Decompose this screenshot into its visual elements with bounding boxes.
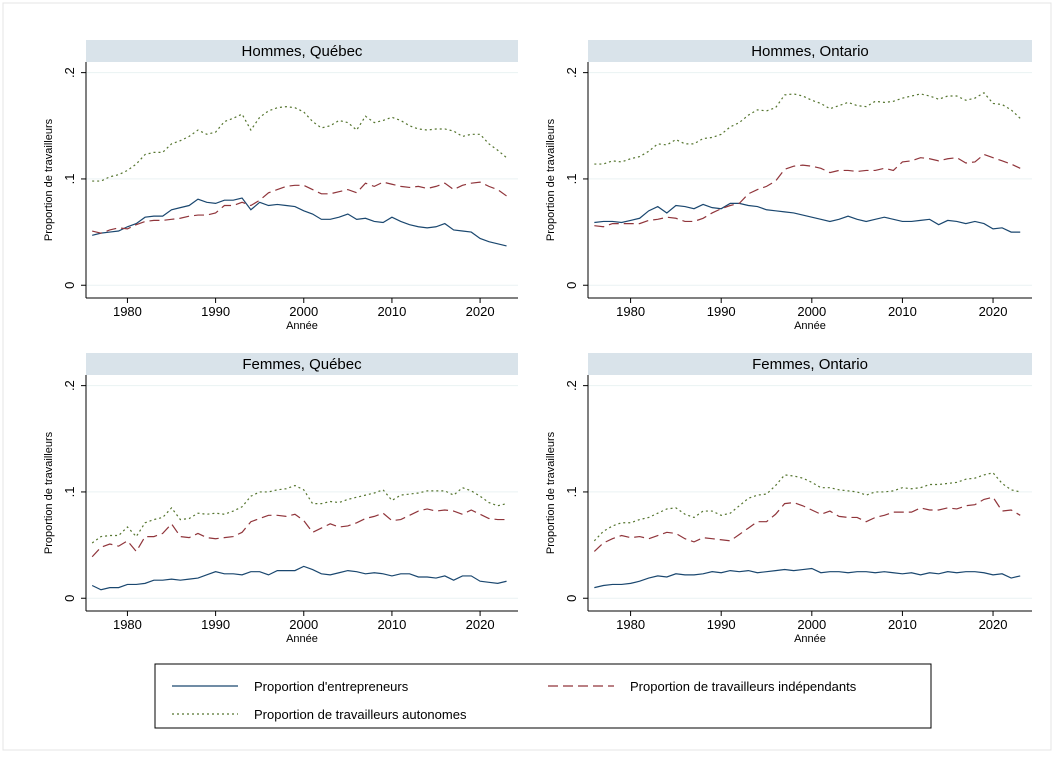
x-tick-label: 1990 [201, 304, 230, 319]
y-tick-label: .1 [564, 487, 579, 498]
x-axis-label: Année [286, 633, 318, 645]
y-tick-label: .1 [62, 174, 77, 185]
x-tick-label: 1980 [616, 617, 645, 632]
panel-header [86, 353, 518, 375]
x-tick-label: 1990 [707, 304, 736, 319]
panel-header [86, 40, 518, 62]
panel-title: Femmes, Québec [242, 356, 362, 373]
x-tick-label: 2000 [797, 304, 826, 319]
y-tick-label: 0 [564, 595, 579, 602]
x-tick-label: 2010 [888, 617, 917, 632]
x-tick-label: 2020 [466, 304, 495, 319]
y-tick-label: 0 [62, 595, 77, 602]
legend-label: Proportion de travailleurs indépendants [630, 679, 857, 694]
series-line [92, 106, 507, 182]
x-tick-label: 2020 [979, 304, 1008, 319]
panel-title: Hommes, Québec [242, 43, 363, 60]
plot-area [588, 62, 1032, 298]
x-tick-label: 2010 [888, 304, 917, 319]
series-line [594, 153, 1021, 228]
series-line [594, 567, 1021, 589]
series-line [594, 202, 1021, 233]
x-tick-label: 2000 [289, 304, 318, 319]
y-tick-label: .2 [62, 380, 77, 391]
x-tick-label: 1980 [616, 304, 645, 319]
x-tick-label: 2020 [466, 617, 495, 632]
x-tick-label: 1990 [707, 617, 736, 632]
x-tick-label: 2020 [979, 617, 1008, 632]
x-tick-label: 1980 [113, 304, 142, 319]
x-tick-label: 2010 [377, 617, 406, 632]
y-axis-label: Proportion de travailleurs [43, 118, 55, 241]
y-tick-label: .2 [564, 67, 579, 78]
panel-title: Femmes, Ontario [752, 356, 868, 373]
panel-header [588, 40, 1032, 62]
y-axis-label: Proportion de travailleurs [545, 431, 557, 554]
x-axis-label: Année [286, 320, 318, 332]
legend-label: Proportion d'entrepreneurs [254, 679, 409, 694]
x-tick-label: 1980 [113, 617, 142, 632]
legend-box [154, 663, 932, 729]
x-tick-label: 1990 [201, 617, 230, 632]
plot-area [86, 375, 518, 611]
y-tick-label: .2 [564, 380, 579, 391]
x-tick-label: 2000 [797, 617, 826, 632]
series-line [594, 92, 1021, 165]
series-line [91, 484, 507, 544]
x-axis-label: Année [794, 633, 826, 645]
series-line [92, 197, 507, 247]
series-line [91, 565, 507, 591]
series-line [91, 508, 507, 558]
panel-title: Hommes, Ontario [751, 43, 869, 60]
y-tick-label: .1 [62, 487, 77, 498]
plot-area [588, 375, 1032, 611]
x-axis-label: Année [794, 320, 826, 332]
y-tick-label: 0 [62, 282, 77, 289]
panel-header [588, 353, 1032, 375]
legend-label: Proportion de travailleurs autonomes [254, 707, 467, 722]
x-tick-label: 2000 [289, 617, 318, 632]
x-tick-label: 2010 [377, 304, 406, 319]
y-axis-label: Proportion de travailleurs [545, 118, 557, 241]
series-line [593, 496, 1021, 552]
y-tick-label: 0 [564, 282, 579, 289]
plot-area [86, 62, 518, 298]
y-tick-label: .1 [564, 174, 579, 185]
y-tick-label: .2 [62, 67, 77, 78]
series-line [92, 181, 507, 234]
y-axis-label: Proportion de travailleurs [43, 431, 55, 554]
